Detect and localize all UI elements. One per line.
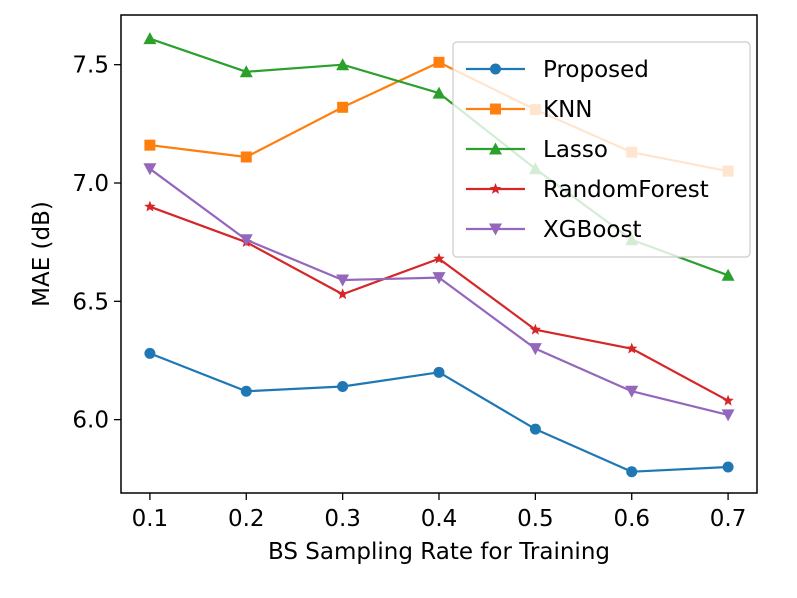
- knn-point: [144, 139, 156, 151]
- lasso-point: [143, 32, 157, 45]
- xgboost-point: [721, 409, 735, 422]
- xgboost-point: [239, 234, 253, 247]
- x-tick-label: 0.2: [228, 506, 265, 532]
- x-tick-label: 0.7: [710, 506, 747, 532]
- xgboost-point: [432, 272, 446, 285]
- randomforest-point: [336, 288, 349, 300]
- x-tick-label: 0.1: [132, 506, 169, 532]
- legend-swatch-marker: [490, 63, 501, 75]
- legend: Proposed KNN Lasso RandomForest XGBoost: [452, 41, 751, 258]
- legend-item-lasso: Lasso: [466, 137, 608, 163]
- proposed-point: [722, 461, 734, 473]
- y-tick-label: 6.5: [72, 289, 109, 315]
- lasso-point: [432, 86, 446, 99]
- xgboost-point: [143, 163, 157, 176]
- xgboost-point: [625, 385, 639, 398]
- proposed-point: [337, 381, 349, 393]
- legend-item-proposed: Proposed: [466, 57, 649, 83]
- legend-box: [452, 41, 751, 258]
- proposed-point: [626, 466, 638, 478]
- legend-label: KNN: [543, 97, 593, 123]
- legend-label: Proposed: [543, 57, 649, 83]
- legend-item-randomforest: RandomForest: [466, 177, 709, 203]
- x-tick-label: 0.5: [517, 506, 554, 532]
- knn-point: [337, 101, 349, 113]
- y-tick-label: 7.0: [72, 171, 109, 197]
- y-tick-label: 6.0: [72, 408, 109, 434]
- series-proposed: [144, 347, 734, 478]
- randomforest-point: [626, 342, 638, 354]
- x-axis-label: BS Sampling Rate for Training: [268, 539, 610, 565]
- legend-label: XGBoost: [543, 217, 642, 243]
- lasso-point: [721, 268, 735, 281]
- legend-swatch-marker: [489, 183, 502, 194]
- legend-swatch-marker: [489, 223, 502, 236]
- series-xgboost: [143, 163, 735, 422]
- legend-item-xgboost: XGBoost: [466, 217, 642, 243]
- randomforest-point: [722, 394, 734, 406]
- legend-swatch-marker: [489, 142, 502, 155]
- legend-item-knn: KNN: [466, 97, 593, 123]
- randomforest-point: [529, 323, 542, 335]
- proposed-point: [240, 385, 252, 397]
- legend-label: Lasso: [543, 137, 608, 163]
- x-axis: 0.1 0.2 0.3 0.4 0.5 0.6 0.7: [132, 493, 747, 532]
- legend-swatch-marker: [490, 103, 501, 115]
- randomforest-point: [433, 252, 445, 264]
- y-tick-label: 7.5: [72, 53, 109, 79]
- knn-point: [240, 151, 252, 163]
- proposed-point: [529, 423, 541, 435]
- xgboost-point: [336, 274, 350, 287]
- xgboost-point: [528, 343, 542, 356]
- proposed-point: [433, 366, 445, 378]
- x-tick-label: 0.3: [324, 506, 361, 532]
- legend-label: RandomForest: [543, 177, 709, 203]
- knn-point: [433, 56, 445, 68]
- randomforest-point: [144, 200, 156, 212]
- y-axis: 6.0 6.5 7.0 7.5: [72, 53, 121, 434]
- proposed-point: [144, 347, 156, 359]
- y-axis-label: MAE (dB): [29, 201, 55, 307]
- x-tick-label: 0.4: [421, 506, 458, 532]
- lasso-point: [239, 65, 253, 78]
- x-tick-label: 0.6: [613, 506, 650, 532]
- lasso-point: [336, 58, 350, 71]
